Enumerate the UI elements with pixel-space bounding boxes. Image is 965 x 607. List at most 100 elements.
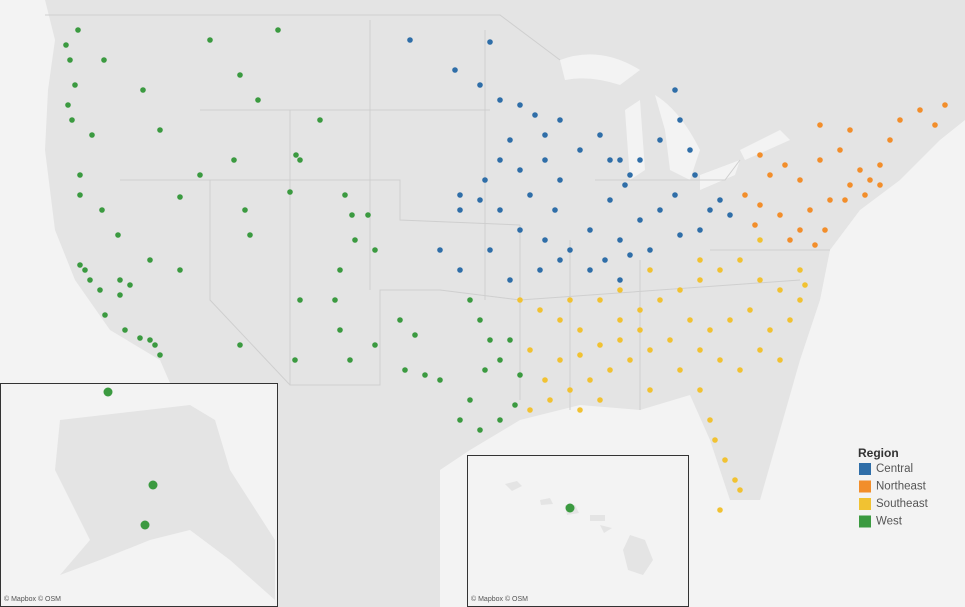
location-dot xyxy=(527,407,533,413)
location-dot xyxy=(231,157,237,163)
location-dot xyxy=(352,237,358,243)
location-dot xyxy=(557,357,563,363)
location-dot xyxy=(477,317,483,323)
location-dot xyxy=(255,97,261,103)
location-dot xyxy=(797,297,803,303)
location-dot xyxy=(777,287,783,293)
location-dot xyxy=(127,282,133,288)
location-dot xyxy=(567,297,573,303)
location-dot xyxy=(722,457,728,463)
location-dot xyxy=(177,194,183,200)
location-dot xyxy=(597,297,603,303)
location-dot xyxy=(67,57,73,63)
location-dot xyxy=(622,182,628,188)
location-dot xyxy=(507,137,513,143)
location-dot xyxy=(297,157,303,163)
location-dot xyxy=(197,172,203,178)
location-dot xyxy=(567,247,573,253)
location-dot xyxy=(497,207,503,213)
location-dot xyxy=(602,257,608,263)
location-dot xyxy=(482,177,488,183)
location-dot xyxy=(349,212,355,218)
location-dot xyxy=(452,67,458,73)
location-dot xyxy=(242,207,248,213)
location-dot xyxy=(697,347,703,353)
legend-title: Region xyxy=(858,446,899,460)
pacific xyxy=(0,0,170,383)
location-dot xyxy=(237,72,243,78)
legend-label: Southeast xyxy=(876,498,929,510)
location-dot xyxy=(89,132,95,138)
location-dot xyxy=(897,117,903,123)
location-dot xyxy=(75,27,81,33)
location-dot xyxy=(115,232,121,238)
location-dot xyxy=(557,257,563,263)
location-dot xyxy=(507,337,513,343)
location-dot xyxy=(347,357,353,363)
location-dot xyxy=(837,147,843,153)
location-dot xyxy=(657,297,663,303)
location-dot xyxy=(437,377,443,383)
location-dot xyxy=(717,197,723,203)
location-dot xyxy=(577,147,583,153)
location-dot xyxy=(692,172,698,178)
location-dot xyxy=(587,377,593,383)
location-dot xyxy=(337,267,343,273)
location-dot xyxy=(97,287,103,293)
location-dot xyxy=(607,197,613,203)
location-dot xyxy=(157,352,163,358)
location-dot xyxy=(557,117,563,123)
location-dot xyxy=(847,127,853,133)
legend-swatch xyxy=(859,463,871,475)
location-dot xyxy=(782,162,788,168)
location-dot xyxy=(877,182,883,188)
location-dot xyxy=(617,157,623,163)
location-dot xyxy=(707,417,713,423)
location-dot xyxy=(747,307,753,313)
location-dot xyxy=(717,507,723,513)
location-dot xyxy=(547,397,553,403)
location-dot xyxy=(292,357,298,363)
location-dot xyxy=(247,232,253,238)
location-dot xyxy=(287,189,293,195)
location-dot xyxy=(752,222,758,228)
location-dot xyxy=(497,357,503,363)
location-dot xyxy=(565,503,575,513)
location-dot xyxy=(677,117,683,123)
location-dot xyxy=(757,277,763,283)
location-dot xyxy=(152,342,158,348)
location-dot xyxy=(65,102,71,108)
location-dot xyxy=(72,82,78,88)
location-dot xyxy=(552,207,558,213)
legend: Region Central Northeast Southeast West xyxy=(858,446,929,527)
location-dot xyxy=(677,287,683,293)
location-dot xyxy=(757,202,763,208)
location-dot xyxy=(407,37,413,43)
location-dot xyxy=(587,227,593,233)
location-dot xyxy=(637,157,643,163)
location-dot xyxy=(787,237,793,243)
location-dot xyxy=(617,337,623,343)
location-dot xyxy=(487,247,493,253)
location-dot xyxy=(707,327,713,333)
location-dot xyxy=(487,39,493,45)
location-dot xyxy=(101,57,107,63)
location-dot xyxy=(697,277,703,283)
locations xyxy=(63,27,948,513)
location-dot xyxy=(537,267,543,273)
location-dot xyxy=(657,207,663,213)
location-dot xyxy=(275,27,281,33)
location-dot xyxy=(63,42,69,48)
location-dot xyxy=(707,207,713,213)
location-dot xyxy=(457,192,463,198)
location-dot xyxy=(317,117,323,123)
location-dot xyxy=(712,437,718,443)
location-dot xyxy=(802,282,808,288)
location-dot xyxy=(297,297,303,303)
location-dot xyxy=(597,132,603,138)
location-dot xyxy=(627,172,633,178)
legend-label: Northeast xyxy=(876,481,927,493)
location-dot xyxy=(732,477,738,483)
location-dot xyxy=(687,147,693,153)
